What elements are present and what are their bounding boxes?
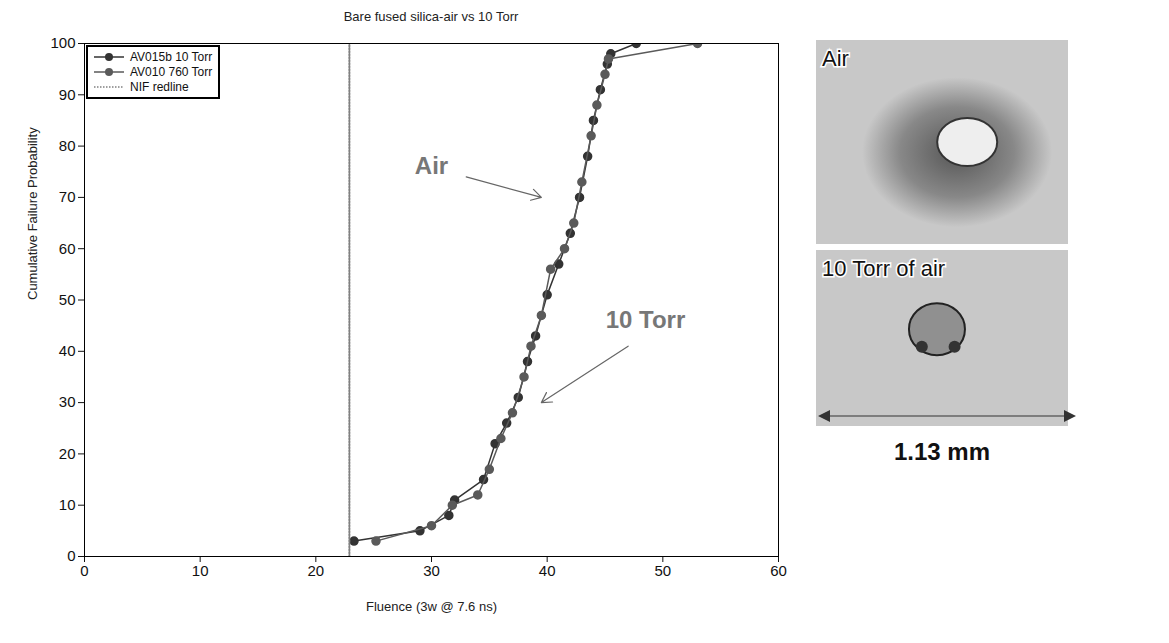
svg-text:10 Torr: 10 Torr [606, 306, 686, 333]
svg-text:0: 0 [67, 547, 75, 564]
svg-text:0: 0 [80, 562, 88, 579]
svg-text:50: 50 [654, 562, 671, 579]
svg-text:10: 10 [59, 496, 76, 513]
svg-text:60: 60 [59, 240, 76, 257]
svg-text:70: 70 [59, 188, 76, 205]
svg-text:Air: Air [415, 152, 448, 179]
svg-text:10 Torr of air: 10 Torr of air [822, 256, 945, 281]
html-text:NIF redline: NIF redline [130, 79, 189, 94]
svg-text:90: 90 [59, 86, 76, 103]
svg-text:Cumulative Failure Probability: Cumulative Failure Probability [25, 127, 40, 300]
svg-text:30: 30 [59, 393, 76, 410]
svg-text:100: 100 [50, 34, 75, 51]
svg-text:50: 50 [59, 291, 76, 308]
svg-text:20: 20 [307, 562, 324, 579]
svg-text:Air: Air [822, 46, 849, 71]
svg-text:Fluence (3w @ 7.6 ns): Fluence (3w @ 7.6 ns) [366, 599, 497, 614]
svg-text:1.13 mm: 1.13 mm [894, 438, 990, 465]
html-text:AV010 760 Torr: AV010 760 Torr [130, 64, 213, 79]
html-text:AV015b 10 Torr: AV015b 10 Torr [130, 49, 213, 64]
svg-text:40: 40 [59, 342, 76, 359]
svg-text:20: 20 [59, 445, 76, 462]
html-text:Bare fused silica-air vs 10 To: Bare fused silica-air vs 10 Torr [343, 9, 519, 24]
svg-text:40: 40 [539, 562, 556, 579]
svg-text:60: 60 [770, 562, 787, 579]
svg-text:10: 10 [192, 562, 209, 579]
svg-text:80: 80 [59, 137, 76, 154]
svg-text:30: 30 [423, 562, 440, 579]
